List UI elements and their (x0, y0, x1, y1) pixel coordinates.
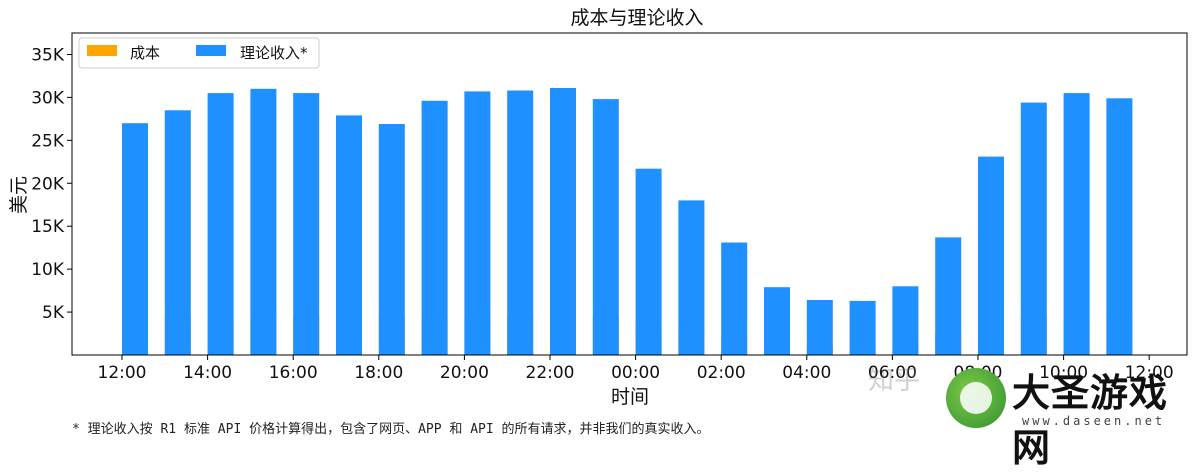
footnote: * 理论收入按 R1 标准 API 价格计算得出，包含了网页、APP 和 API… (72, 422, 710, 437)
bar-revenue (122, 123, 148, 355)
y-axis: 5K 10K 15K 20K 25K 30K 35K (31, 45, 72, 323)
bar-revenue (592, 99, 619, 355)
y-tick-label: 15K (31, 217, 65, 237)
legend: 成本 理论收入* (78, 37, 320, 69)
bar-revenue (978, 156, 1004, 355)
x-tick-label: 14:00 (183, 363, 232, 383)
y-tick-label: 25K (31, 131, 65, 151)
bar-revenue (164, 110, 191, 355)
x-tick-label: 20:00 (440, 363, 489, 383)
y-tick-label: 35K (31, 45, 65, 65)
x-axis-label: 时间 (611, 386, 649, 408)
y-tick-label: 10K (31, 260, 65, 280)
x-tick-label: 06:00 (868, 363, 917, 383)
bar-revenue (935, 237, 962, 355)
x-tick-label: 02:00 (697, 363, 746, 383)
bar-revenue (892, 286, 919, 355)
bar-revenue (721, 242, 748, 355)
x-tick-label: 04:00 (782, 363, 831, 383)
legend-label-cost: 成本 (130, 44, 160, 62)
bar-revenue (1063, 93, 1090, 355)
watermark-url: www.daseen.net (1022, 414, 1166, 428)
bar-revenue (1106, 98, 1133, 356)
bar-revenue (378, 124, 405, 355)
y-tick-label: 30K (31, 88, 65, 108)
bar-revenue (293, 93, 320, 355)
bar-revenue (678, 200, 705, 355)
y-tick-label: 5K (42, 303, 65, 323)
bar-revenue (421, 100, 448, 355)
x-tick-label: 18:00 (354, 363, 403, 383)
watermark-logo-icon (946, 368, 1006, 428)
x-tick-label: 00:00 (611, 363, 660, 383)
x-tick-label: 12:00 (1125, 363, 1174, 383)
legend-swatch-cost (87, 45, 117, 56)
legend-swatch-revenue (196, 45, 226, 56)
watermark-zhihu: 知乎 (868, 366, 921, 396)
bar-revenue (1020, 102, 1047, 355)
legend-label-revenue: 理论收入* (240, 44, 308, 62)
bar-revenue (550, 88, 576, 355)
watermark-logo: 大圣游戏网 www.daseen.net (940, 360, 1190, 470)
bars-layer (122, 88, 1133, 356)
bar-revenue (250, 88, 277, 356)
y-axis-label: 美元 (8, 176, 30, 214)
bar-revenue (806, 300, 833, 355)
bar-revenue (507, 90, 534, 355)
bar-revenue (336, 115, 362, 356)
x-axis: 12:00 14:00 16:00 18:00 20:00 22:00 00:00 02:00… (98, 355, 1174, 383)
bar-revenue (635, 168, 662, 355)
x-tick-label: 12:00 (98, 363, 147, 383)
x-tick-label: 16:00 (269, 363, 318, 383)
bar-revenue (849, 300, 876, 355)
bar-revenue (764, 287, 790, 355)
bar-revenue (207, 93, 234, 355)
x-tick-label: 22:00 (526, 363, 575, 383)
chart-title: 成本与理论收入 (570, 7, 703, 29)
y-tick-label: 20K (31, 174, 65, 194)
plot-frame (71, 32, 1188, 356)
x-tick-label: 10:00 (1039, 363, 1088, 383)
bar-revenue (464, 91, 491, 356)
